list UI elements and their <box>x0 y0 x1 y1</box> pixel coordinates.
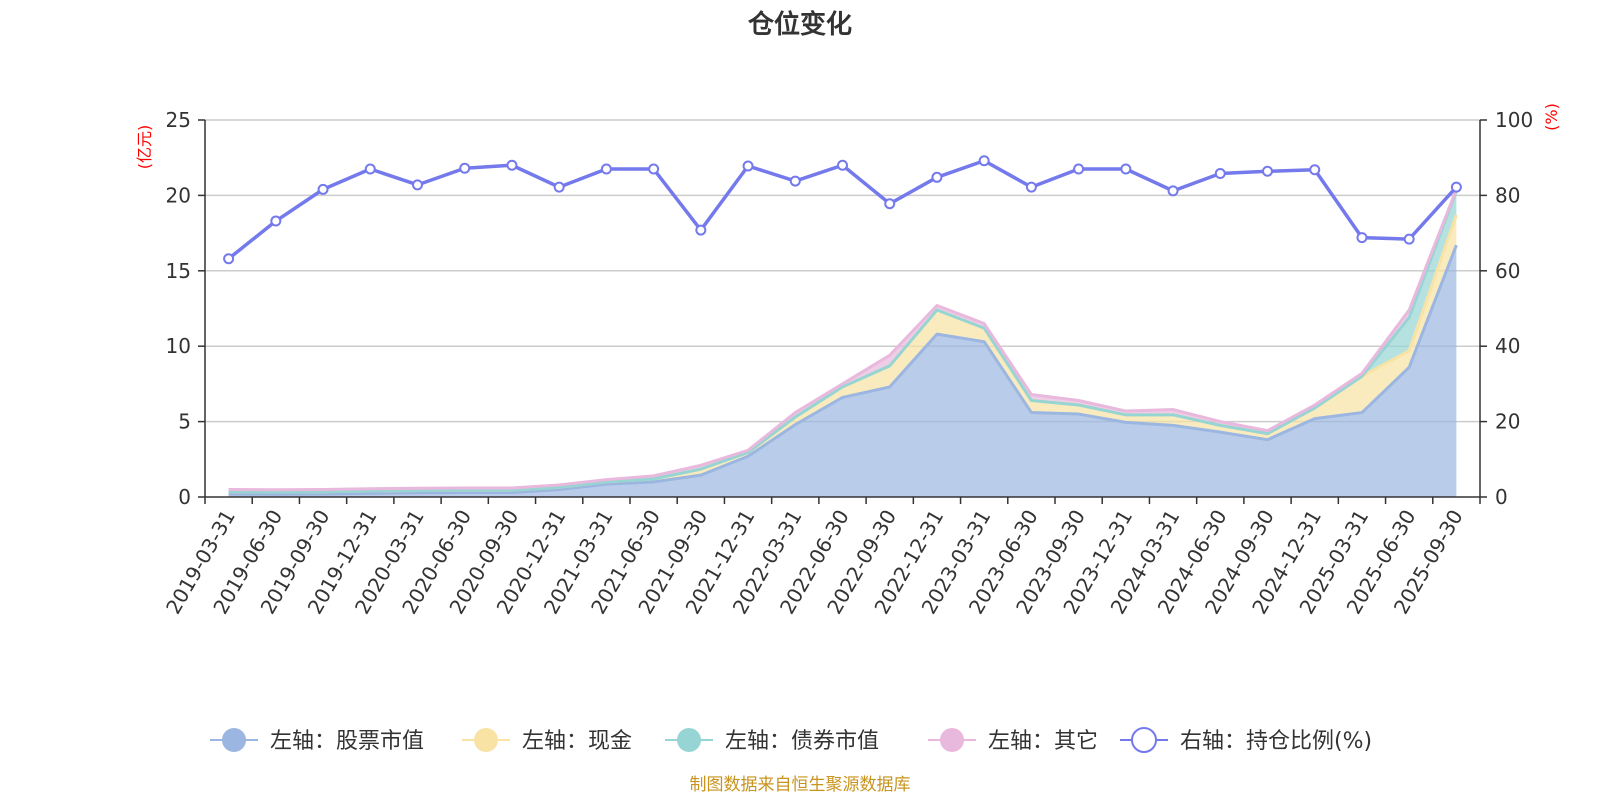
ratio-point <box>459 162 471 174</box>
right-tick-label: 40 <box>1495 334 1520 358</box>
ratio-point <box>600 163 612 175</box>
legend-item: 左轴：其它 <box>928 728 1098 754</box>
legend-label: 左轴：其它 <box>988 729 1098 754</box>
right-tick-label: 60 <box>1495 259 1520 283</box>
ratio-point <box>270 215 282 227</box>
legend-marker <box>222 728 246 752</box>
legend-marker <box>1131 727 1157 753</box>
ratio-line-series <box>223 155 1462 265</box>
ratio-point <box>553 181 565 193</box>
left-tick-label: 10 <box>166 334 191 358</box>
ratio-point <box>884 198 896 210</box>
ratio-point <box>1403 233 1415 245</box>
ratio-point <box>223 253 235 265</box>
stacked-areas <box>228 188 1458 497</box>
grid-lines <box>205 119 1480 423</box>
right-tick-label: 0 <box>1495 485 1508 509</box>
left-tick-label: 20 <box>166 183 191 207</box>
chart-title: 仓位变化 <box>747 9 852 40</box>
ratio-line <box>227 158 1458 261</box>
ratio-point <box>1025 181 1037 193</box>
ratio-point <box>742 160 754 172</box>
ratio-point <box>1120 163 1132 175</box>
area-line-左轴：其它 <box>228 188 1458 492</box>
right-tick-label: 80 <box>1495 183 1520 207</box>
right-axis-unit: (%) <box>1542 103 1561 131</box>
axes: 05101520250204060801002019-03-312019-06-… <box>161 108 1533 618</box>
legend-item: 左轴：债券市值 <box>665 728 879 754</box>
legend-label: 左轴：股票市值 <box>270 729 424 754</box>
left-axis-unit: (亿元) <box>135 125 154 170</box>
legend-marker <box>940 728 964 752</box>
legend-label: 左轴：债券市值 <box>725 729 879 754</box>
ratio-point <box>648 163 660 175</box>
ratio-point <box>695 224 707 236</box>
ratio-point <box>317 183 329 195</box>
ratio-point <box>506 159 518 171</box>
ratio-point <box>1167 185 1179 197</box>
legend-item: 右轴：持仓比例(%) <box>1120 727 1372 754</box>
ratio-point <box>1309 164 1321 176</box>
legend-item: 左轴：股票市值 <box>210 728 424 754</box>
ratio-point <box>1214 168 1226 180</box>
left-tick-label: 0 <box>178 485 191 509</box>
ratio-point <box>1262 165 1273 177</box>
ratio-point <box>931 171 943 183</box>
ratio-point <box>978 155 990 167</box>
area-左轴：股票市值 <box>228 245 1457 497</box>
legend-marker <box>474 728 498 752</box>
legend-item: 左轴：现金 <box>462 728 632 754</box>
legend-marker <box>677 728 701 752</box>
legend-label: 左轴：现金 <box>522 729 632 754</box>
legend-label: 右轴：持仓比例(%) <box>1180 729 1372 754</box>
ratio-point <box>1073 163 1085 175</box>
ratio-point <box>789 175 801 187</box>
right-tick-label: 20 <box>1495 410 1520 434</box>
ratio-point <box>1356 232 1368 244</box>
legend: 左轴：股票市值 左轴：现金 左轴：债券市值 左轴：其它 右轴：持仓比例(%) <box>210 727 1372 754</box>
ratio-point <box>412 179 423 191</box>
ratio-point <box>837 159 848 171</box>
area-line-左轴：债券市值 <box>228 190 1458 494</box>
left-tick-label: 5 <box>178 410 191 434</box>
right-tick-label: 100 <box>1495 108 1533 132</box>
area-line-左轴：股票市值 <box>228 244 1458 496</box>
data-source-note: 制图数据来自恒生聚源数据库 <box>690 775 911 795</box>
left-tick-label: 25 <box>166 108 191 132</box>
left-tick-label: 15 <box>166 259 191 283</box>
ratio-point <box>364 163 376 175</box>
ratio-point <box>1450 181 1462 193</box>
